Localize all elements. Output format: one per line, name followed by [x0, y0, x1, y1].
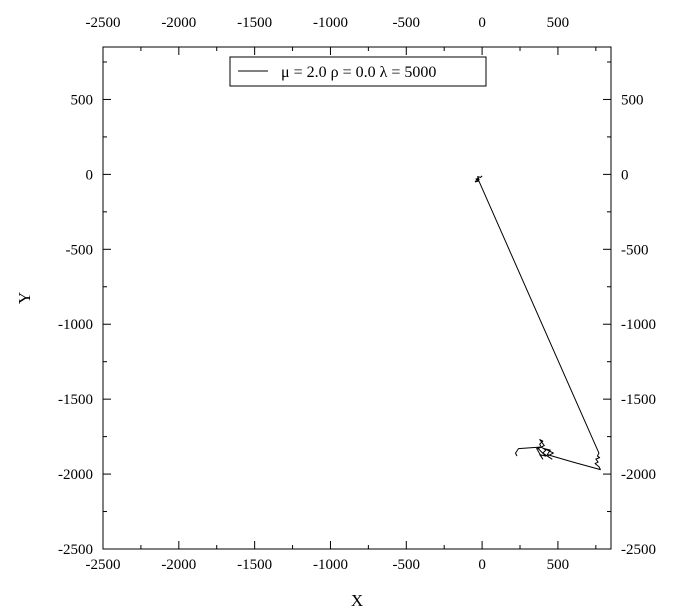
series-group	[474, 175, 601, 471]
y-tick-label-right: -2000	[621, 467, 656, 483]
x-tick-label-top: -2500	[86, 15, 121, 31]
y-tick-label-left: -500	[66, 242, 94, 258]
y-tick-label-left: 500	[71, 92, 94, 108]
y-tick-label-left: -2000	[58, 467, 93, 483]
legend-label: μ = 2.0 ρ = 0.0 λ = 5000	[281, 64, 436, 81]
y-axis-title: Y	[15, 292, 34, 304]
axis-ticks	[102, 47, 611, 550]
y-tick-label-left: -2500	[58, 542, 93, 558]
y-tick-label-left: -1000	[58, 317, 93, 333]
y-tick-label-left: -1500	[58, 392, 93, 408]
y-tick-label-right: -2500	[621, 542, 656, 558]
legend-box	[229, 56, 487, 87]
x-tick-label-bottom: -1000	[313, 557, 348, 573]
x-tick-label-bottom: -2000	[161, 557, 196, 573]
x-tick-label-top: -500	[393, 15, 421, 31]
x-tick-label-top: 0	[478, 15, 486, 31]
plot-frame	[102, 46, 612, 550]
x-tick-label-bottom: -2500	[86, 557, 121, 573]
x-tick-label-bottom: 500	[547, 557, 570, 573]
y-tick-label-right: -1500	[621, 392, 656, 408]
x-tick-label-top: 500	[547, 15, 570, 31]
y-tick-label-right: 0	[621, 167, 629, 183]
x-tick-label-bottom: 0	[478, 557, 486, 573]
series-line	[474, 175, 601, 471]
x-tick-label-top: -1500	[237, 15, 272, 31]
y-tick-label-left: 0	[86, 167, 94, 183]
x-tick-label-top: -1000	[313, 15, 348, 31]
y-tick-label-right: -1000	[621, 317, 656, 333]
x-tick-label-bottom: -1500	[237, 557, 272, 573]
y-tick-label-right: -500	[621, 242, 649, 258]
x-axis-title: X	[351, 591, 363, 610]
x-tick-label-top: -2000	[161, 15, 196, 31]
x-tick-label-bottom: -500	[393, 557, 421, 573]
y-tick-label-right: 500	[621, 92, 644, 108]
axis-tick-labels: -2500-2500-2000-2000-1500-1500-1000-1000…	[58, 15, 656, 573]
legend: μ = 2.0 ρ = 0.0 λ = 5000	[229, 56, 487, 87]
